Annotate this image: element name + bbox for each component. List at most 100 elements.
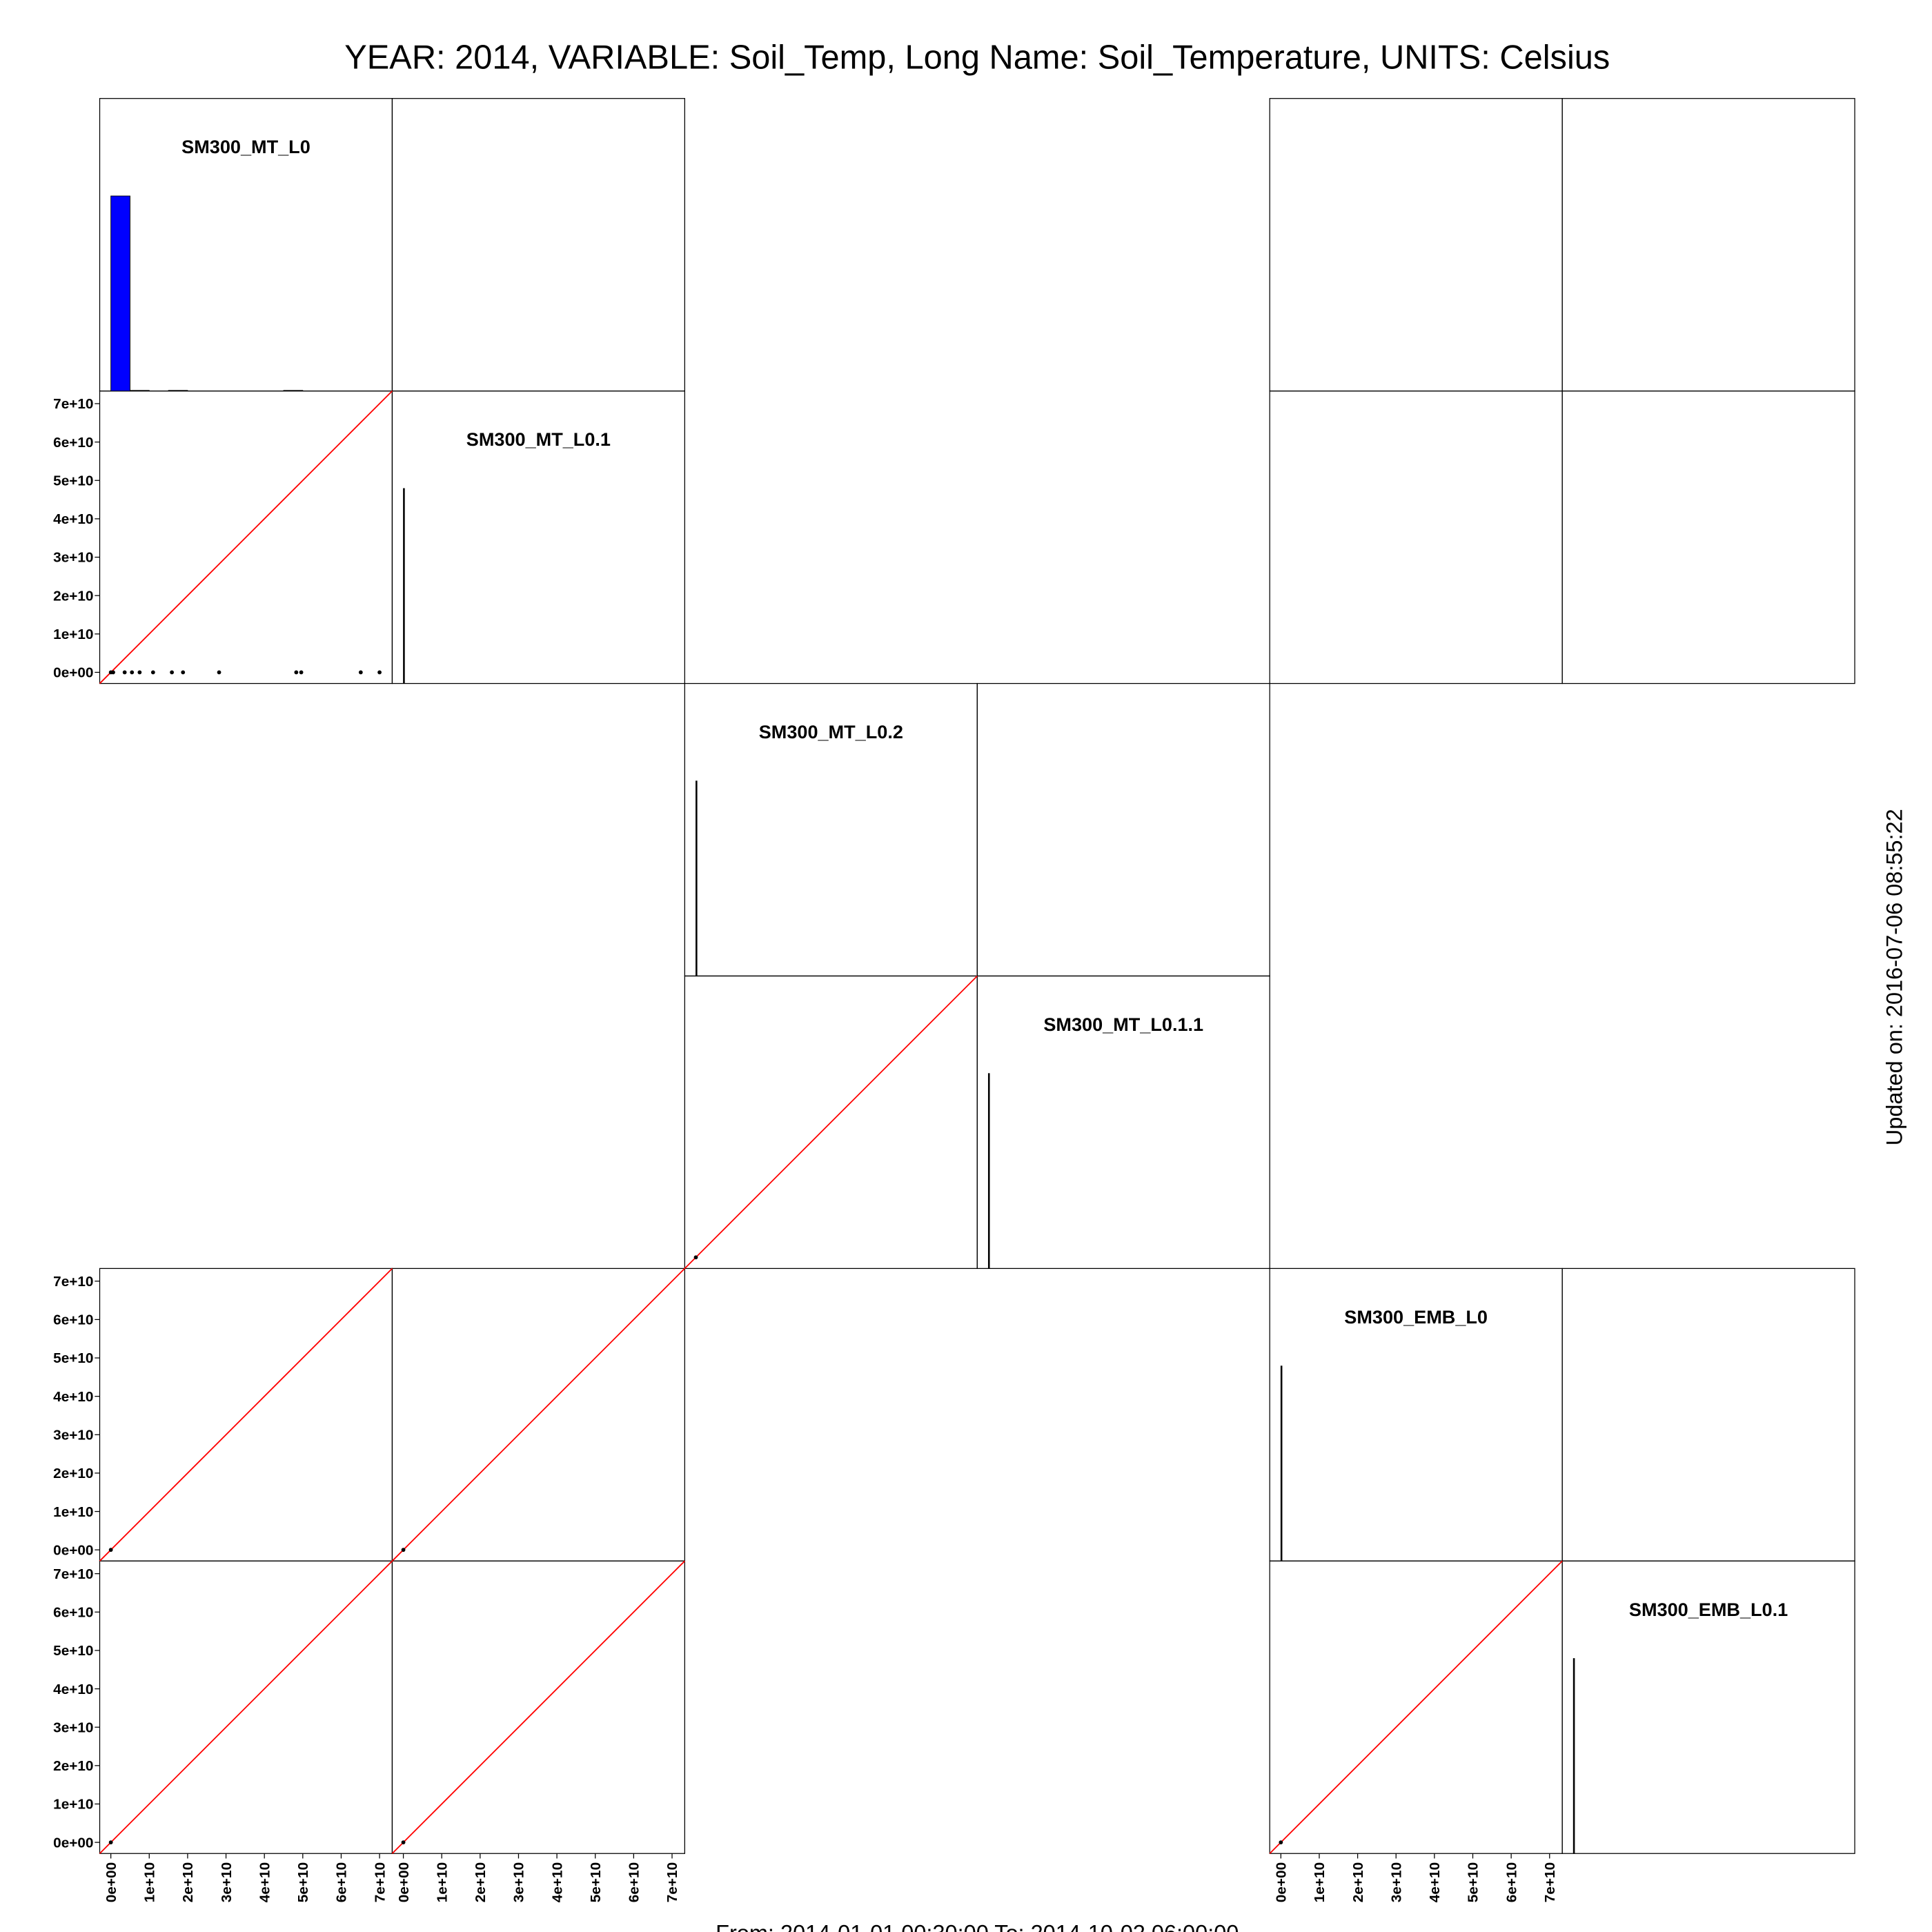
- y-tick-label: 1e+10: [53, 1504, 93, 1520]
- y-tick-label: 2e+10: [53, 1758, 93, 1774]
- histogram-bar: [110, 195, 130, 392]
- chart-title: YEAR: 2014, VARIABLE: Soil_Temp, Long Na…: [344, 39, 1610, 76]
- y-tick-label: 5e+10: [53, 1350, 93, 1366]
- panel-frame: [391, 1560, 685, 1854]
- x-tick-label: 1e+10: [1312, 1862, 1328, 1902]
- x-tick-label: 0e+00: [396, 1862, 412, 1902]
- panel-frame: [1561, 1268, 1855, 1561]
- x-tick-label: 5e+10: [1466, 1862, 1481, 1902]
- y-tick-label: 2e+10: [53, 1466, 93, 1481]
- panel-frame: [1561, 98, 1855, 392]
- variable-label: SM300_MT_L0.1.1: [1043, 1014, 1203, 1035]
- scatter-point: [358, 670, 363, 675]
- x-tick-label: 6e+10: [1504, 1862, 1519, 1902]
- scatter-point: [108, 1840, 113, 1844]
- variable-label: SM300_MT_L0.1: [466, 428, 611, 450]
- panel-frame: [1269, 98, 1563, 392]
- panel-frame: [391, 390, 685, 684]
- reference-line: [391, 1560, 685, 1854]
- panel-frame: [391, 98, 685, 392]
- x-tick-label: 3e+10: [219, 1862, 235, 1902]
- reference-line: [1269, 1560, 1563, 1854]
- x-tick-label: 5e+10: [295, 1862, 311, 1902]
- y-tick-label: 0e+00: [53, 1542, 93, 1558]
- y-tick-label: 5e+10: [53, 473, 93, 489]
- x-tick-label: 2e+10: [1350, 1862, 1366, 1902]
- x-tick-label: 2e+10: [180, 1862, 196, 1902]
- variable-label: SM300_MT_L0.2: [759, 721, 903, 742]
- reference-line: [391, 1268, 685, 1561]
- histogram-bar: [1573, 1658, 1575, 1854]
- histogram-bar: [987, 1073, 990, 1269]
- scatter-point: [150, 670, 155, 675]
- y-tick-label: 1e+10: [53, 1797, 93, 1813]
- scatter-point: [137, 670, 142, 675]
- scatter-point: [108, 1548, 113, 1552]
- variable-label: SM300_EMB_L0.1: [1629, 1599, 1788, 1620]
- scatter-point: [1279, 1840, 1283, 1844]
- x-tick-label: 4e+10: [257, 1862, 273, 1902]
- y-tick-label: 7e+10: [53, 1274, 93, 1290]
- scatter-point: [693, 1255, 698, 1260]
- y-tick-label: 4e+10: [53, 1389, 93, 1405]
- scatter-point: [217, 670, 221, 675]
- panel-frame: [1561, 1560, 1855, 1854]
- panel-frame: [976, 682, 1270, 977]
- x-tick-label: 7e+10: [664, 1862, 680, 1902]
- x-tick-label: 6e+10: [627, 1862, 642, 1902]
- x-tick-label: 4e+10: [1427, 1862, 1443, 1902]
- reference-line: [99, 1560, 393, 1854]
- scatter-point: [299, 670, 304, 675]
- x-tick-label: 7e+10: [1542, 1862, 1558, 1902]
- y-tick-label: 5e+10: [53, 1643, 93, 1659]
- y-tick-label: 6e+10: [53, 435, 93, 451]
- panel-frame: [1561, 390, 1855, 684]
- y-tick-label: 2e+10: [53, 588, 93, 604]
- scatter-point: [181, 670, 186, 675]
- x-tick-label: 0e+00: [103, 1862, 119, 1902]
- x-tick-label: 6e+10: [334, 1862, 350, 1902]
- y-tick-label: 4e+10: [53, 1682, 93, 1697]
- x-tick-label: 1e+10: [434, 1862, 450, 1902]
- y-tick-label: 6e+10: [53, 1312, 93, 1328]
- x-tick-label: 5e+10: [588, 1862, 604, 1902]
- reference-line: [684, 975, 978, 1270]
- histogram-bar: [1280, 1366, 1283, 1561]
- scatter-point: [170, 670, 174, 675]
- scatter-point: [111, 670, 115, 675]
- y-tick-label: 6e+10: [53, 1605, 93, 1621]
- y-tick-label: 1e+10: [53, 627, 93, 642]
- scatter-point: [401, 1840, 406, 1844]
- panel-frame: [1269, 390, 1563, 684]
- x-tick-label: 4e+10: [549, 1862, 565, 1902]
- histogram-bar: [696, 780, 698, 976]
- scatter-point: [130, 670, 135, 675]
- y-tick-label: 4e+10: [53, 511, 93, 527]
- panel-frame: [976, 975, 1270, 1270]
- reference-line: [99, 1268, 393, 1561]
- scatter-point: [377, 670, 382, 675]
- scatter-point: [122, 670, 127, 675]
- x-tick-label: 7e+10: [372, 1862, 388, 1902]
- variable-label: SM300_EMB_L0: [1344, 1306, 1488, 1328]
- scatter-point: [401, 1548, 406, 1552]
- x-tick-label: 3e+10: [511, 1862, 527, 1902]
- y-tick-label: 7e+10: [53, 396, 93, 412]
- variable-label: SM300_MT_L0: [181, 136, 310, 157]
- y-tick-label: 0e+00: [53, 1835, 93, 1851]
- y-tick-label: 7e+10: [53, 1566, 93, 1582]
- y-tick-label: 3e+10: [53, 550, 93, 566]
- footer: From: 2014-01-01 00:30:00 To: 2014-10-02…: [716, 1921, 1239, 1932]
- reference-line: [99, 390, 393, 684]
- y-tick-label: 3e+10: [53, 1428, 93, 1443]
- x-tick-label: 0e+00: [1274, 1862, 1290, 1902]
- scatter-point: [294, 670, 299, 675]
- x-tick-label: 3e+10: [1388, 1862, 1404, 1902]
- histogram-bar: [403, 488, 405, 684]
- x-tick-label: 2e+10: [473, 1862, 489, 1902]
- x-tick-label: 1e+10: [142, 1862, 158, 1902]
- side-note: Updated on: 2016-07-06 08:55:22: [1882, 809, 1907, 1145]
- y-tick-label: 0e+00: [53, 665, 93, 681]
